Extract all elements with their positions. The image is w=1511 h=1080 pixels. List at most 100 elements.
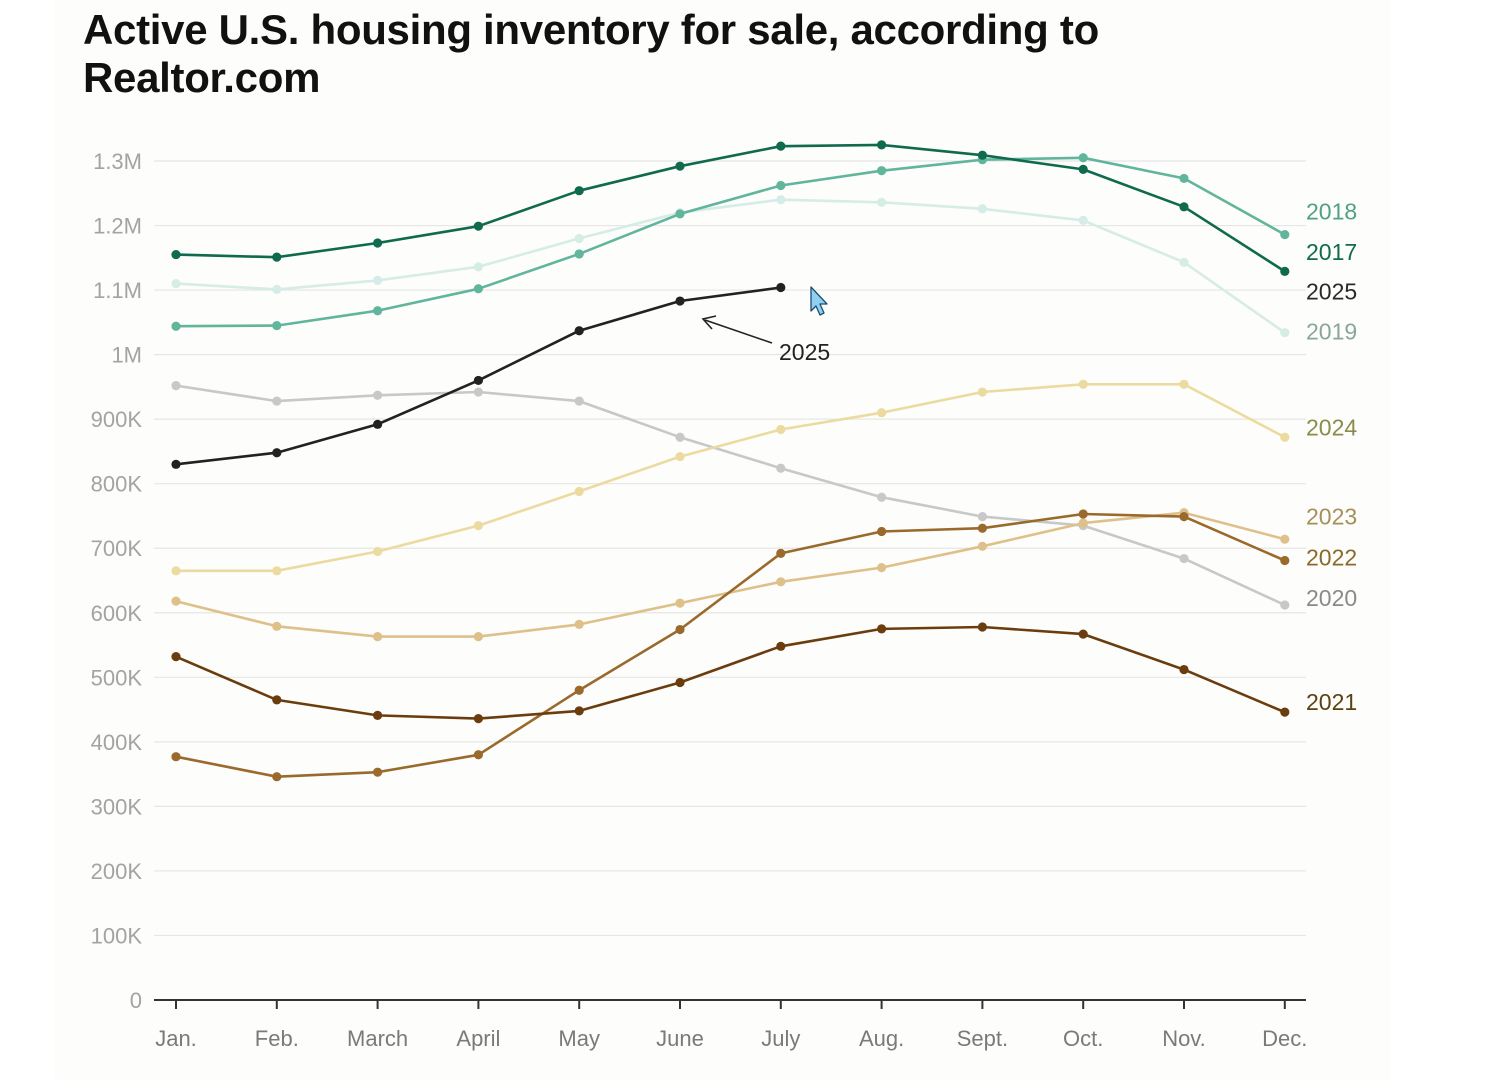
y-tick-label-1m: 1M — [111, 343, 142, 368]
series-2018 — [171, 153, 1290, 331]
y-tick-label-1-1m: 1.1M — [93, 278, 142, 303]
point-2023-july — [776, 577, 786, 587]
series-line-2021 — [174, 625, 1287, 720]
point-2021-dec — [1280, 707, 1290, 717]
point-2018-march — [373, 306, 383, 316]
point-2017-dec — [1280, 266, 1290, 276]
point-2022-feb — [272, 772, 282, 782]
point-2024-april — [473, 521, 483, 531]
point-2024-oct — [1078, 379, 1088, 389]
point-2024-june — [675, 451, 685, 462]
point-2018-jan — [171, 321, 181, 331]
series-2017 — [171, 140, 1290, 276]
point-2022-july — [776, 548, 786, 558]
point-2024-jan — [171, 566, 181, 576]
point-2020-april — [473, 387, 483, 397]
y-tick-label-0: 0 — [130, 988, 142, 1013]
point-2025-march — [373, 419, 383, 429]
point-2023-jan — [171, 596, 181, 606]
point-2019-sept — [977, 204, 988, 214]
y-tick-label-500k: 500K — [91, 665, 143, 690]
series-line-2019 — [174, 198, 1287, 335]
point-2024-nov — [1179, 379, 1189, 389]
point-2017-aug — [877, 140, 887, 150]
y-tick-label-100k: 100K — [91, 923, 143, 948]
series-2025 — [171, 282, 786, 469]
point-2017-june — [675, 161, 685, 171]
point-2019-july — [776, 195, 786, 205]
point-2017-april — [473, 221, 483, 231]
point-2024-may — [574, 486, 584, 497]
point-2022-june — [675, 624, 685, 635]
point-2024-dec — [1280, 432, 1290, 442]
point-2021-jan — [171, 652, 181, 662]
point-2018-april — [473, 284, 483, 294]
point-2020-aug — [877, 492, 887, 502]
y-tick-label-1-2m: 1.2M — [93, 214, 142, 239]
series-line-2024 — [174, 382, 1287, 573]
series-line-2018 — [174, 156, 1287, 328]
point-2020-dec — [1280, 600, 1290, 610]
point-2022-aug — [877, 526, 887, 537]
point-2023-feb — [272, 621, 282, 631]
x-tick-label-oct: Oct. — [1063, 1026, 1103, 1051]
annotation-arrow-line — [704, 319, 773, 344]
series-label-2025: 2025 — [1306, 278, 1357, 304]
series-label-2022: 2022 — [1306, 544, 1357, 570]
series-label-2017: 2017 — [1306, 239, 1357, 265]
point-2019-dec — [1280, 328, 1290, 338]
series-label-2021: 2021 — [1306, 689, 1357, 715]
point-2017-nov — [1179, 202, 1189, 212]
series-labels: 2018 2017 2025 2019 2024 2023 2022 2020 2021 — [1306, 198, 1357, 714]
point-2020-may — [574, 396, 584, 406]
point-2017-may — [574, 186, 584, 196]
point-2025-may — [574, 326, 584, 336]
series-line-2017 — [174, 143, 1287, 273]
point-2024-sept — [977, 387, 988, 397]
point-2018-june — [675, 209, 685, 219]
point-2025-feb — [272, 448, 282, 458]
x-tick-label-aug: Aug. — [859, 1026, 904, 1051]
point-2022-sept — [977, 523, 988, 533]
series-2024 — [171, 379, 1290, 576]
point-2023-dec — [1280, 534, 1290, 544]
point-2019-may — [574, 233, 584, 244]
point-2024-feb — [272, 566, 282, 576]
point-2017-oct — [1078, 164, 1088, 174]
annotation-arrow-head — [701, 315, 717, 330]
point-2019-nov — [1179, 257, 1189, 267]
x-axis: Jan. Feb. March April May June July Aug. Sept. Oc… — [154, 999, 1307, 1051]
series-label-2024: 2024 — [1306, 415, 1357, 441]
x-tick-label-jan: Jan. — [155, 1026, 197, 1051]
x-tick-label-march: March — [347, 1026, 408, 1051]
point-2020-feb — [272, 396, 282, 406]
point-2017-sept — [977, 150, 988, 160]
y-tick-label-300k: 300K — [91, 794, 143, 819]
point-2020-june — [675, 432, 685, 442]
point-2023-june — [675, 598, 685, 608]
y-tick-label-200k: 200K — [91, 859, 143, 884]
point-2019-aug — [877, 197, 887, 207]
point-2021-oct — [1078, 629, 1088, 639]
x-tick-label-may: May — [558, 1026, 600, 1051]
point-2018-july — [776, 180, 786, 191]
point-2017-july — [776, 141, 786, 151]
y-axis-ticks: 0 100K 200K 300K 400K 500K 600K 700K 800K 900K 1M 1… — [91, 149, 143, 1013]
series-lines — [171, 140, 1290, 782]
series-label-2020: 2020 — [1306, 585, 1357, 611]
point-2020-july — [776, 463, 786, 473]
y-tick-label-800k: 800K — [91, 472, 143, 497]
y-tick-label-600k: 600K — [91, 601, 143, 626]
point-2023-oct — [1078, 518, 1088, 528]
point-2023-sept — [977, 541, 988, 551]
point-2020-jan — [171, 380, 181, 391]
point-2019-jan — [171, 279, 181, 289]
y-tick-label-1-3m: 1.3M — [93, 149, 142, 174]
point-2017-feb — [272, 252, 282, 262]
point-2025-jan — [171, 459, 181, 469]
point-2018-aug — [877, 166, 887, 176]
point-2024-march — [373, 546, 383, 557]
series-label-2023: 2023 — [1306, 504, 1357, 530]
